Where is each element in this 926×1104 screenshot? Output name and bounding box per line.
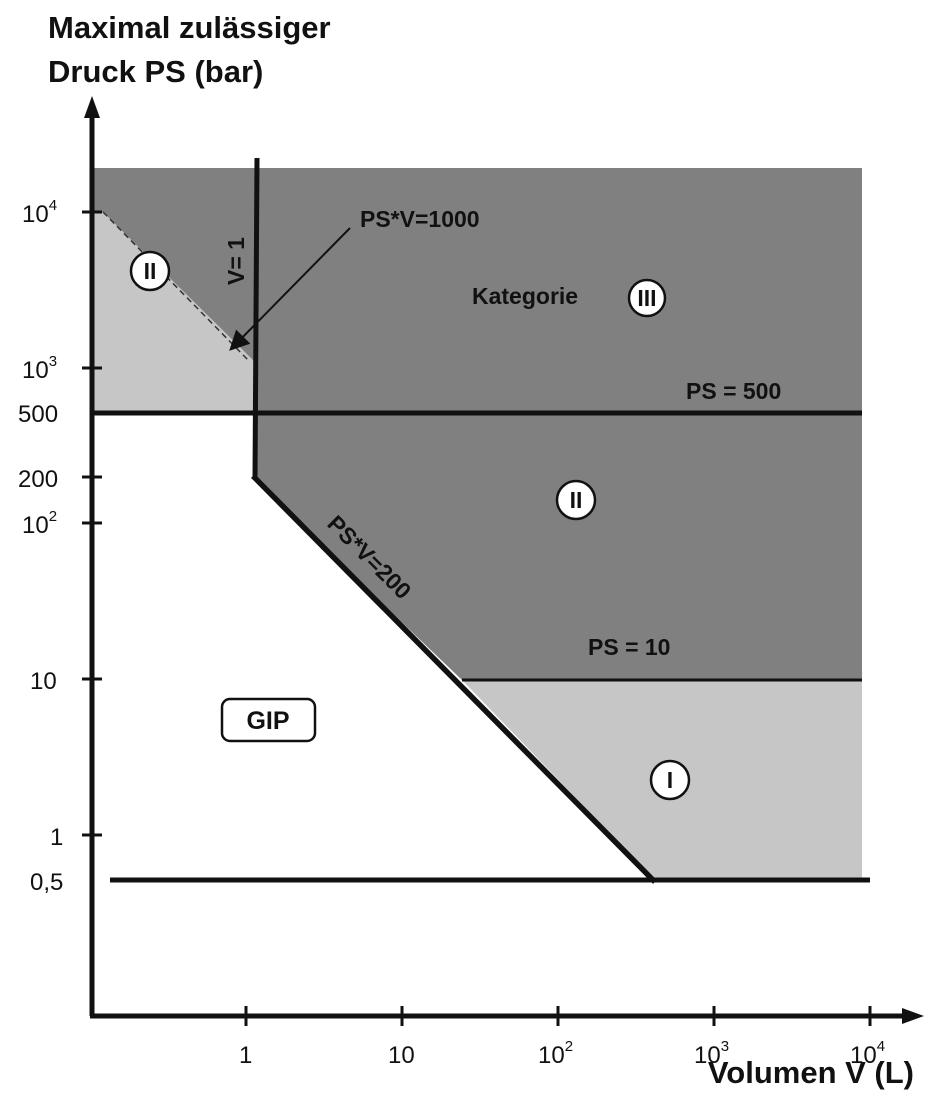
- ps-500-label: PS = 500: [686, 378, 781, 404]
- svg-text:II: II: [570, 487, 583, 513]
- svg-text:III: III: [637, 285, 656, 311]
- ps-v-1000-label: PS*V=1000: [360, 206, 480, 232]
- roman-i-badge: I: [649, 759, 691, 801]
- svg-text:II: II: [144, 258, 157, 284]
- x-tick-label: 103: [694, 1038, 729, 1069]
- ps-10-label: PS = 10: [588, 634, 670, 660]
- region-category-ii-iii: [92, 168, 862, 680]
- ps-v-1000-pointer: [229, 227, 351, 351]
- ps-v-200-line: [251, 474, 657, 884]
- roman-iii-badge: III: [627, 278, 667, 318]
- x-tick-label: 1: [239, 1042, 252, 1069]
- kategorie-label: Kategorie: [472, 283, 578, 309]
- y-axis-title-line1: Maximal zulässiger: [48, 10, 331, 45]
- y-axis-title-line2: Druck PS (bar): [48, 54, 264, 89]
- y-tick-label: 10: [30, 668, 57, 695]
- y-axis-arrowhead: [84, 96, 100, 118]
- ps-v-1000-line: [102, 211, 251, 363]
- y-tick-label: 102: [22, 508, 57, 539]
- y-tick-label: 0,5: [30, 869, 63, 896]
- y-tick-label: 104: [22, 197, 57, 228]
- roman-ii-small-badge: II: [129, 250, 171, 292]
- x-tick-label: 102: [538, 1038, 573, 1069]
- y-tick-label: 500: [18, 401, 58, 428]
- y-axis-title: Maximal zulässiger Druck PS (bar): [48, 6, 408, 94]
- x-tick-label: 104: [850, 1038, 885, 1069]
- y-tick-label: 200: [18, 466, 58, 493]
- y-tick-label: 103: [22, 353, 57, 384]
- x-tick-label: 10: [388, 1042, 415, 1069]
- svg-text:I: I: [667, 767, 673, 793]
- x-axis-ticks: [244, 1006, 872, 1026]
- gip-label-box: GIP: [220, 697, 317, 743]
- x-axis-title: Volumen V (L): [707, 1055, 914, 1090]
- roman-ii-badge: II: [555, 479, 597, 521]
- y-tick-label: 1: [50, 824, 63, 851]
- gip-label: GIP: [246, 707, 289, 735]
- x-axis-arrowhead: [902, 1008, 924, 1024]
- y-axis-ticks: [82, 210, 102, 837]
- v-1-label: V= 1: [223, 237, 249, 285]
- v-1-line: [252, 157, 260, 479]
